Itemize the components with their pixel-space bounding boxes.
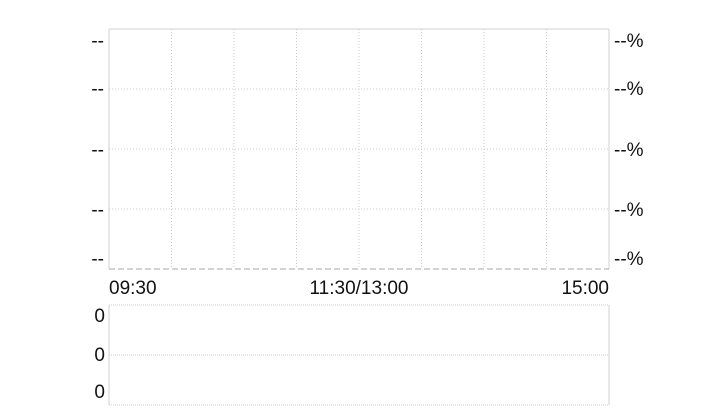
time-axis-label: 11:30/13:00 bbox=[310, 278, 409, 299]
price-axis-label: -- bbox=[91, 31, 104, 52]
time-axis-label: 09:30 bbox=[109, 278, 157, 299]
price-axis-label: -- bbox=[91, 140, 104, 161]
percent-axis-label: --% bbox=[614, 79, 644, 100]
volume-axis-label: 0 bbox=[94, 306, 105, 327]
price-axis-label: -- bbox=[91, 79, 104, 100]
percent-axis-label: --% bbox=[614, 31, 644, 52]
price-axis-label: -- bbox=[91, 249, 104, 270]
percent-axis-label: --% bbox=[614, 200, 644, 221]
time-axis-label: 15:00 bbox=[561, 278, 609, 299]
volume-axis-label: 0 bbox=[94, 345, 105, 366]
volume-axis-label: 0 bbox=[94, 382, 105, 403]
percent-axis-label: --% bbox=[614, 140, 644, 161]
price-axis-label: -- bbox=[91, 200, 104, 221]
percent-axis-label: --% bbox=[614, 249, 644, 270]
